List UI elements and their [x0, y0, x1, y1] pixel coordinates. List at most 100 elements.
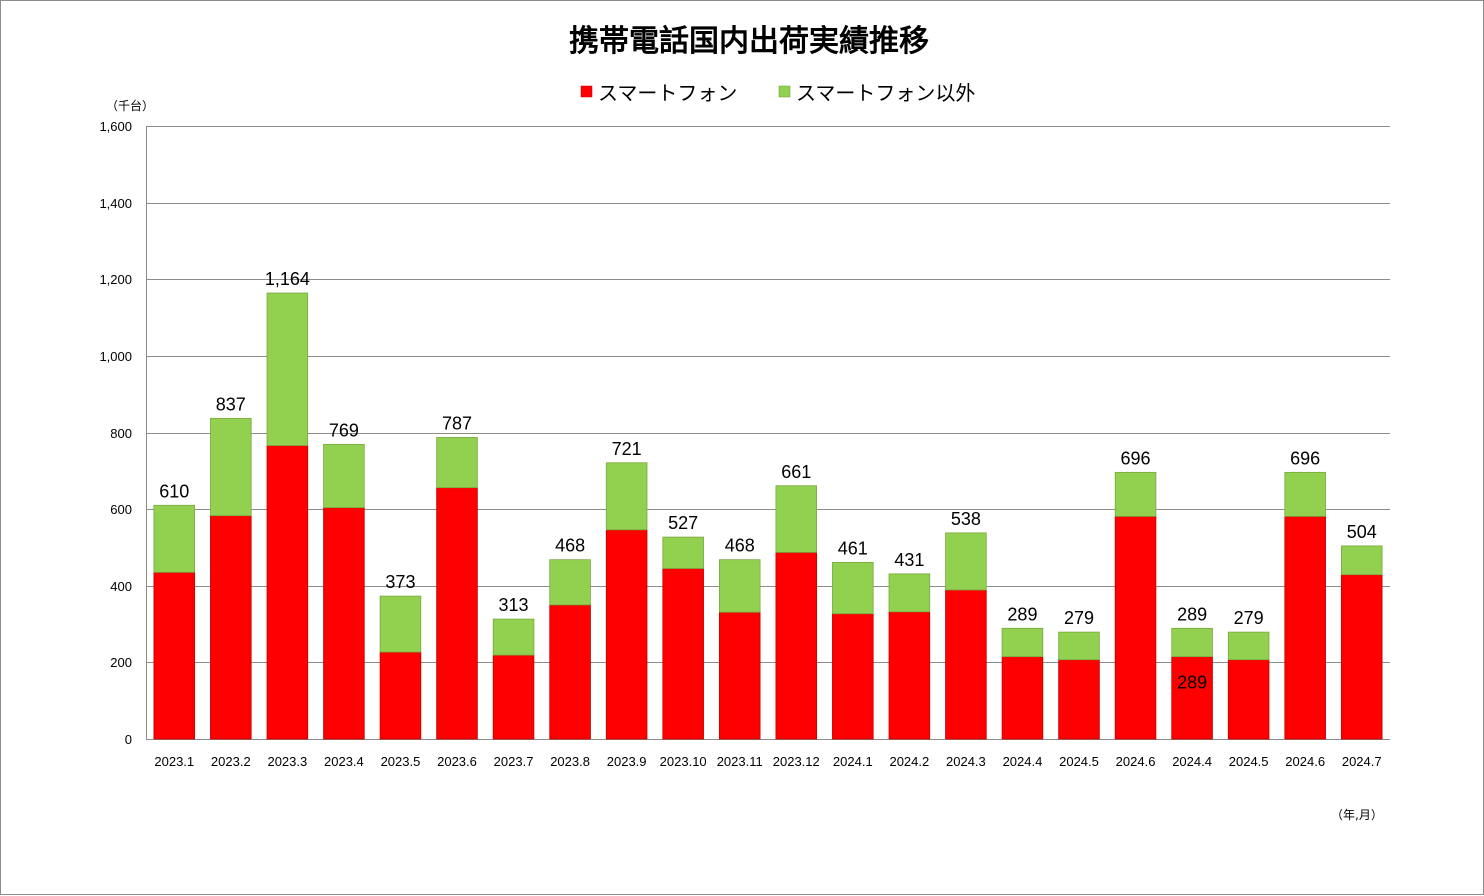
- bar-smartphone: [832, 613, 874, 740]
- bar-non-smartphone: [1001, 627, 1044, 658]
- bar-non-smartphone: [1058, 631, 1100, 661]
- x-tick-label: 2024.2: [889, 754, 929, 769]
- total-label: 289: [1007, 604, 1037, 624]
- bar-non-smartphone: [945, 532, 987, 591]
- bar-non-smartphone: [379, 595, 422, 653]
- y-tick-label: 200: [110, 655, 132, 670]
- x-tick-label: 2024.7: [1342, 754, 1382, 769]
- bar-non-smartphone: [1227, 631, 1270, 661]
- x-tick-label: 2023.9: [607, 754, 647, 769]
- bar-smartphone: [379, 651, 422, 740]
- bar-smartphone: [945, 589, 987, 740]
- legend-swatch-non-smartphone: [778, 85, 791, 98]
- bar-non-smartphone: [266, 292, 309, 446]
- bar-non-smartphone: [323, 443, 365, 508]
- y-tick-label: 0: [125, 732, 132, 747]
- x-tick-label: 2023.2: [211, 754, 251, 769]
- bar-non-smartphone: [492, 618, 535, 656]
- bar-smartphone: [1171, 656, 1213, 740]
- total-label: 468: [555, 536, 585, 556]
- bar-non-smartphone: [1284, 471, 1326, 517]
- bar-smartphone: [323, 507, 365, 740]
- total-label: 610: [159, 481, 189, 501]
- bar-smartphone: [1340, 574, 1383, 740]
- bar-smartphone: [549, 604, 591, 740]
- bar-non-smartphone: [662, 536, 704, 569]
- total-label: 1,164: [265, 269, 310, 289]
- total-label: 431: [894, 550, 924, 570]
- bars: [153, 292, 1383, 740]
- bar-smartphone: [718, 611, 761, 740]
- bar-non-smartphone: [1171, 627, 1213, 658]
- x-tick-label: 2024.1: [833, 754, 873, 769]
- data-labels: 610 837 1,164 769 373 787 313 468 721 527 468 661 46…: [159, 269, 1377, 693]
- total-label: 769: [329, 420, 359, 440]
- bar-non-smartphone: [605, 462, 648, 531]
- total-label: 461: [838, 538, 868, 558]
- total-label: 279: [1064, 608, 1094, 628]
- bar-non-smartphone: [210, 417, 252, 517]
- y-axis-unit: （千台）: [106, 98, 154, 113]
- x-tick-label: 2023.6: [437, 754, 477, 769]
- bar-smartphone: [1058, 659, 1100, 740]
- bar-smartphone: [1284, 516, 1326, 740]
- bar-smartphone: [436, 487, 478, 740]
- bar-smartphone: [662, 568, 704, 740]
- y-tick-label: 600: [110, 502, 132, 517]
- x-tick-label: 2023.3: [267, 754, 307, 769]
- total-label: 721: [612, 439, 642, 459]
- bar-non-smartphone: [436, 437, 478, 489]
- chart-title: 携帯電話国内出荷実績推移: [569, 24, 929, 59]
- x-tick-label: 2023.1: [154, 754, 194, 769]
- x-axis-unit: （年,月）: [1331, 808, 1383, 822]
- extra-data-label: 289: [1177, 673, 1207, 693]
- total-label: 289: [1177, 604, 1207, 624]
- total-label: 538: [951, 509, 981, 529]
- y-tick-label: 1,200: [99, 272, 132, 287]
- bar-smartphone: [153, 571, 196, 740]
- x-tick-label: 2023.10: [660, 754, 707, 769]
- bar-smartphone: [888, 611, 931, 740]
- x-tick-label: 2024.3: [946, 754, 986, 769]
- total-label: 696: [1121, 448, 1151, 468]
- total-label: 373: [385, 572, 415, 592]
- total-label: 527: [668, 513, 698, 533]
- bar-smartphone: [1227, 659, 1270, 740]
- x-tick-label: 2023.8: [550, 754, 590, 769]
- bar-smartphone: [1001, 656, 1044, 740]
- bar-non-smartphone: [718, 559, 761, 613]
- bar-smartphone: [210, 515, 252, 740]
- total-label: 696: [1290, 448, 1320, 468]
- total-label: 661: [781, 462, 811, 482]
- bar-non-smartphone: [888, 573, 931, 613]
- x-tick-label: 2023.4: [324, 754, 364, 769]
- x-tick-label: 2024.4: [1003, 754, 1043, 769]
- y-axis-ticks: 0 200 400 600 800 1,000 1,200 1,400 1,600: [99, 119, 132, 747]
- y-tick-label: 1,000: [99, 349, 132, 364]
- x-tick-label: 2023.5: [381, 754, 421, 769]
- bar-smartphone: [492, 654, 535, 740]
- x-tick-label: 2023.7: [494, 754, 534, 769]
- bar-non-smartphone: [153, 504, 196, 573]
- x-tick-label: 2023.11: [717, 754, 763, 769]
- x-tick-label: 2024.4: [1172, 754, 1212, 769]
- legend-swatch-smartphone: [580, 85, 593, 98]
- x-axis-ticks: 2023.1 2023.2 2023.3 2023.4 2023.5 2023.6 2023…: [154, 754, 1381, 769]
- total-label: 279: [1234, 608, 1264, 628]
- bar-non-smartphone: [832, 561, 874, 615]
- legend-label-non-smartphone: スマートフォン以外: [796, 81, 975, 105]
- y-tick-label: 1,400: [99, 196, 132, 211]
- bar-smartphone: [1114, 516, 1157, 740]
- bar-non-smartphone: [1114, 471, 1157, 517]
- y-tick-label: 400: [110, 579, 132, 594]
- bar-smartphone: [605, 529, 648, 740]
- x-tick-label: 2024.6: [1116, 754, 1156, 769]
- x-tick-label: 2023.12: [773, 754, 820, 769]
- bar-non-smartphone: [775, 485, 818, 553]
- x-tick-label: 2024.5: [1229, 754, 1269, 769]
- x-tick-label: 2024.6: [1285, 754, 1325, 769]
- legend: スマートフォン スマートフォン以外: [580, 81, 975, 105]
- bar-non-smartphone: [1340, 545, 1383, 576]
